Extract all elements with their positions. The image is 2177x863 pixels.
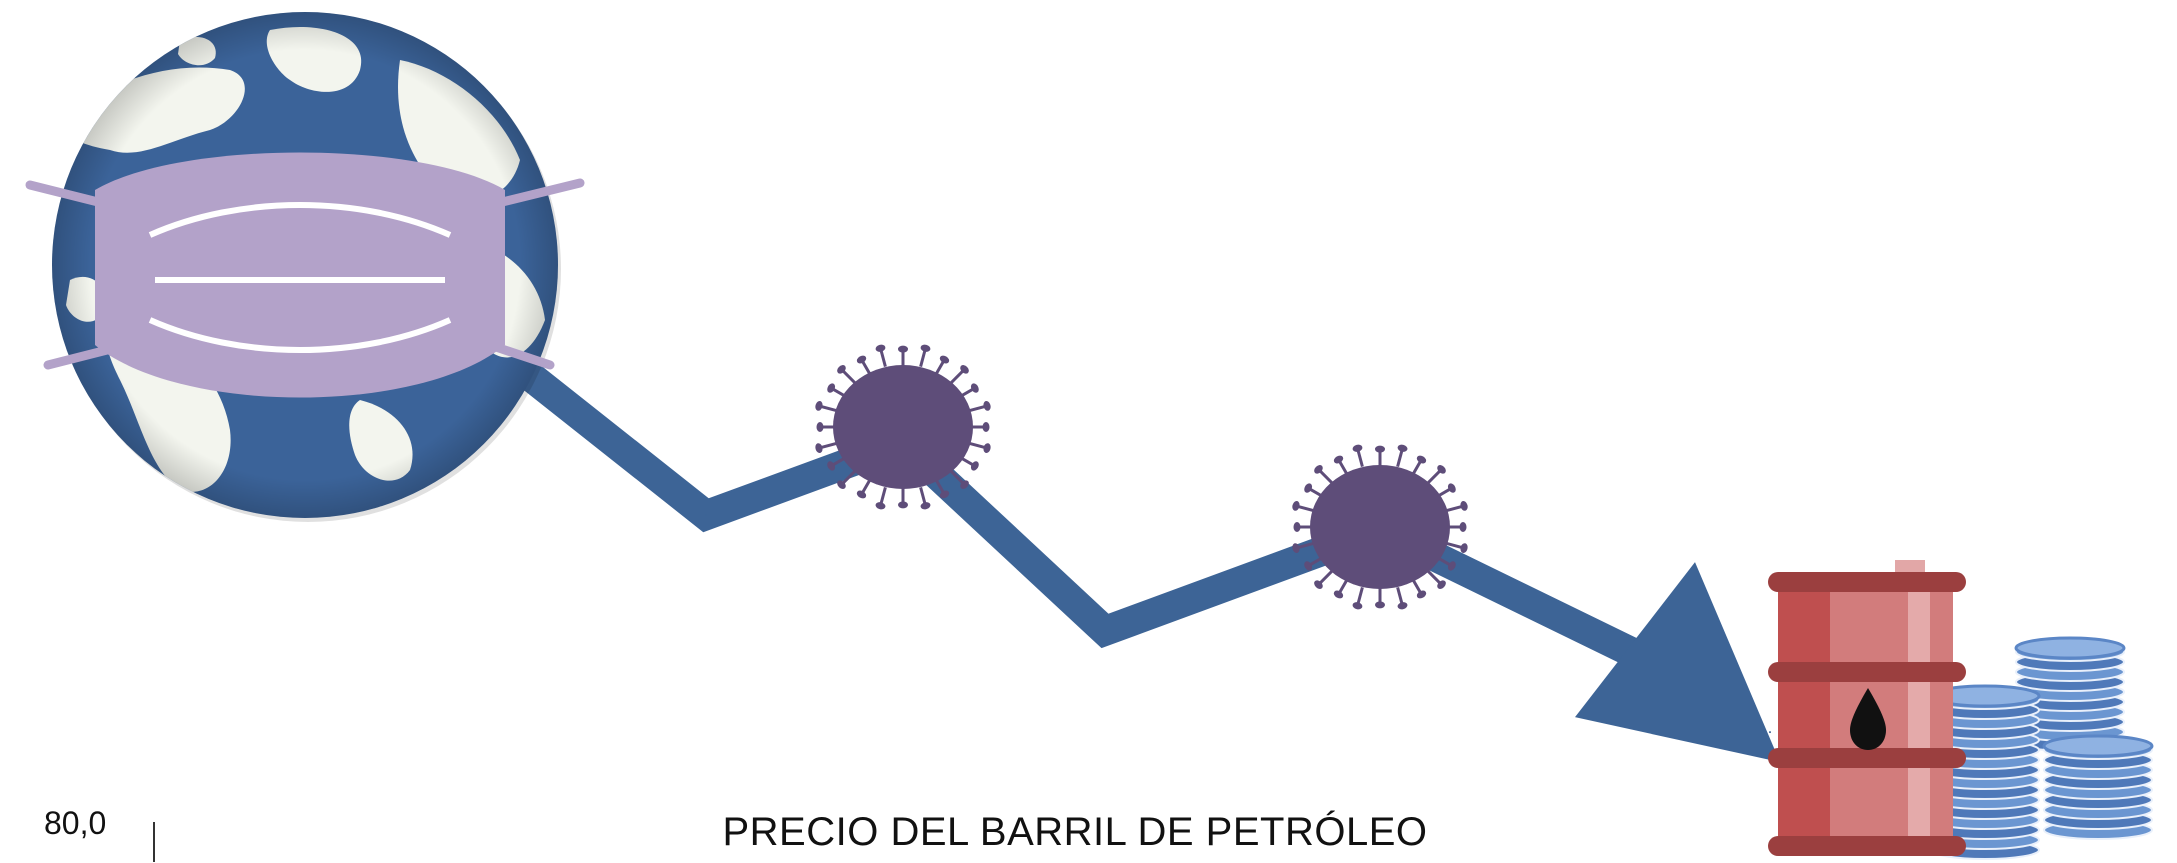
trend-point xyxy=(1104,629,1106,632)
virus-icon xyxy=(1289,442,1471,612)
oil-drop-icon xyxy=(1850,688,1886,750)
y-axis-line xyxy=(153,822,155,862)
chart-title: PRECIO DEL BARRIL DE PETRÓLEO xyxy=(722,810,1428,854)
face-mask-icon xyxy=(25,152,585,398)
trend-line-group xyxy=(495,344,1780,763)
oil-barrel-icon xyxy=(1768,560,1966,856)
y-axis-tick-label: 80,0 xyxy=(44,805,107,841)
virus-icon xyxy=(812,342,994,512)
trend-line xyxy=(495,344,1737,714)
trend-arrowhead xyxy=(1575,562,1780,763)
coin-stack-icon xyxy=(1929,636,2154,860)
trend-point xyxy=(705,514,707,517)
trend-point xyxy=(1769,731,1771,734)
